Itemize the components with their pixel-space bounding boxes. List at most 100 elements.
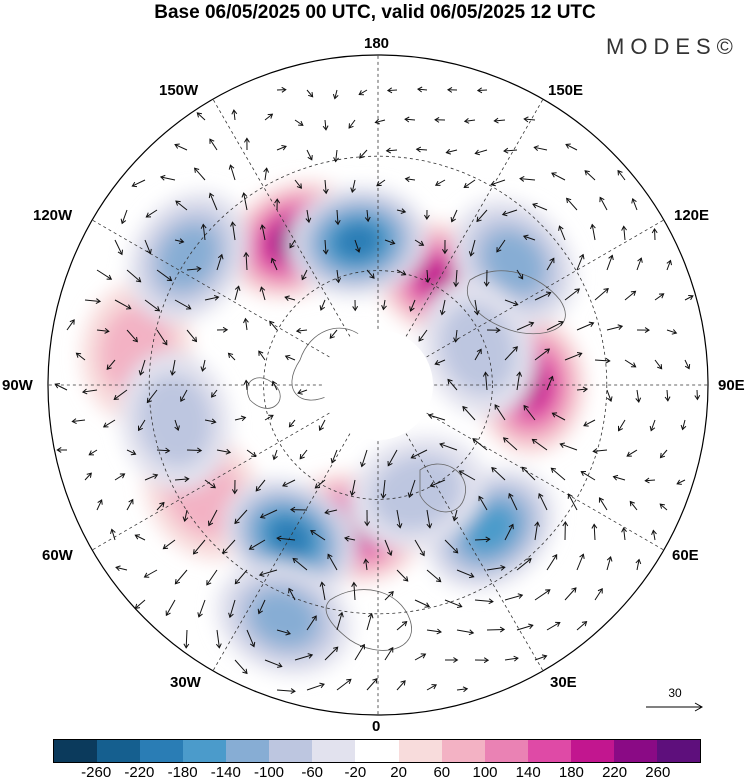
- lon-label-120e: 120E: [674, 207, 710, 224]
- reference-vector-label: 30: [668, 686, 682, 700]
- wind-arrow: [144, 473, 159, 481]
- wind-arrow: [631, 197, 638, 211]
- colorbar-segment: [312, 740, 356, 762]
- wind-arrow: [396, 208, 407, 214]
- wind-arrow: [617, 169, 626, 181]
- wind-arrow: [534, 521, 541, 541]
- lon-label-180: 180: [364, 35, 390, 52]
- wind-arrow: [522, 234, 536, 241]
- wind-arrow: [289, 506, 308, 513]
- wind-arrow: [434, 116, 446, 123]
- wind-arrow: [366, 269, 375, 279]
- colorbar-tick-label: 180: [558, 764, 584, 781]
- latitude-circle: [148, 155, 608, 615]
- wind-arrow: [335, 269, 342, 284]
- colorbar-tick-label: -60: [301, 764, 324, 781]
- lon-label-30e: 30E: [550, 674, 577, 691]
- wind-arrow: [384, 591, 394, 601]
- wind-arrow: [478, 495, 488, 511]
- wind-arrow: [270, 257, 278, 271]
- wind-arrow: [84, 472, 92, 481]
- wind-arrow: [519, 176, 536, 182]
- wind-arrow: [102, 419, 116, 428]
- wind-arrow: [538, 492, 548, 511]
- wind-arrow: [227, 352, 236, 361]
- wind-arrow: [263, 167, 270, 181]
- wind-arrow: [306, 615, 317, 631]
- wind-arrow: [288, 419, 296, 428]
- wind-arrow: [241, 192, 248, 211]
- wind-arrow: [272, 449, 278, 461]
- wind-arrow: [350, 179, 356, 193]
- wind-arrow: [380, 479, 387, 499]
- colorbar-segment: [656, 740, 700, 762]
- wind-arrow: [654, 293, 665, 301]
- wind-arrow: [215, 629, 222, 649]
- wind-arrow: [258, 569, 278, 577]
- wind-arrow: [426, 628, 442, 635]
- wind-arrow: [330, 449, 338, 464]
- wind-arrow: [162, 539, 176, 550]
- colorbar-segment: [398, 740, 442, 762]
- map-border: [47, 54, 709, 716]
- colorbar-tick-label: 20: [390, 764, 407, 781]
- colorbar-tick-label: 100: [472, 764, 498, 781]
- wind-arrow: [344, 535, 356, 542]
- wind-arrow: [532, 202, 548, 211]
- wind-arrow: [404, 176, 416, 183]
- wind-arrow: [186, 329, 198, 343]
- wind-arrow: [565, 143, 578, 151]
- wind-arrow: [558, 225, 566, 241]
- wind-arrow: [207, 509, 218, 527]
- wind-arrow: [299, 449, 308, 460]
- wind-arrow: [606, 556, 613, 571]
- wind-arrow: [486, 564, 506, 571]
- wind-arrow: [564, 587, 577, 601]
- meridian-line: [64, 203, 346, 367]
- colorbar-tick-label: 220: [602, 764, 628, 781]
- graticule: [48, 55, 708, 715]
- wind-arrow: [319, 299, 326, 311]
- colorbar-segment: [97, 740, 141, 762]
- colorbar-segment: [226, 740, 270, 762]
- wind-arrow: [472, 438, 488, 451]
- colorbar-segment: [484, 740, 528, 762]
- wind-arrow: [234, 415, 247, 422]
- wind-arrow: [197, 599, 206, 618]
- colorbar: [53, 739, 701, 763]
- wind-arrow: [156, 269, 173, 282]
- modes-logo: MODES©: [606, 34, 739, 59]
- wind-arrow: [516, 269, 524, 280]
- wind-arrow: [523, 404, 536, 421]
- wind-arrow: [651, 227, 658, 241]
- reference-arrow-icon: [646, 702, 704, 712]
- wind-arrow: [576, 386, 589, 393]
- wind-arrow: [474, 149, 488, 156]
- wind-arrow: [644, 477, 656, 484]
- wind-arrow: [664, 389, 671, 402]
- wind-arrow: [576, 321, 595, 331]
- wind-arrow: [243, 251, 250, 271]
- anomaly-contour: [334, 223, 382, 260]
- wind-arrow: [192, 539, 206, 555]
- wind-arrow: [289, 239, 296, 249]
- wind-arrow: [56, 447, 68, 453]
- wind-arrow: [576, 620, 588, 631]
- wind-arrow: [396, 569, 409, 582]
- wind-arrow: [621, 527, 627, 541]
- colorbar-segment: [441, 740, 485, 762]
- colorbar-tick-label: -100: [253, 764, 285, 781]
- wind-arrow: [234, 659, 248, 675]
- wind-arrow: [546, 554, 558, 571]
- wind-arrow: [204, 418, 217, 425]
- colorbar-tick-label: -20: [344, 764, 367, 781]
- wind-arrow: [414, 599, 431, 608]
- wind-arrow: [258, 350, 266, 361]
- wind-arrow: [491, 467, 506, 481]
- wind-arrow: [474, 536, 491, 543]
- colorbar-tick-label: 60: [433, 764, 451, 781]
- wind-arrow: [576, 253, 585, 271]
- wind-arrow: [200, 223, 207, 241]
- wind-arrow: [352, 299, 359, 312]
- wind-arrow: [434, 179, 446, 186]
